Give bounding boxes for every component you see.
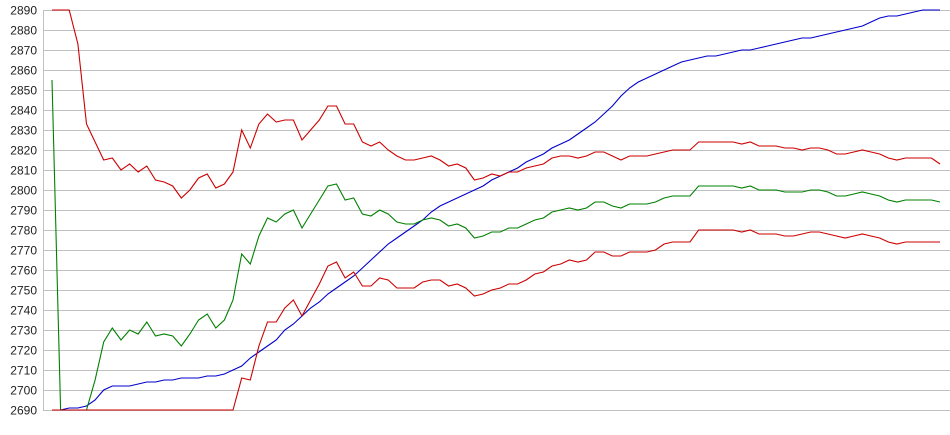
y-tick-label: 2740 [10,304,37,318]
series-line-3 [52,9,941,199]
y-tick-label: 2880 [10,24,37,38]
y-tick-label: 2840 [10,104,37,118]
gridlines [43,10,950,411]
y-axis-ticks: 2690 2700 2710 2720 2730 2740 2750 2760 2770 2780… [10,4,37,418]
series-line-1 [51,79,941,411]
y-tick-label: 2750 [10,284,37,298]
y-tick-label: 2830 [10,124,37,138]
y-tick-label: 2820 [10,144,37,158]
y-tick-label: 2780 [10,224,37,238]
y-tick-label: 2870 [10,44,37,58]
series-lines [51,9,941,411]
y-tick-label: 2730 [10,324,37,338]
y-tick-label: 2790 [10,204,37,218]
y-tick-label: 2720 [10,344,37,358]
y-tick-label: 2760 [10,264,37,278]
y-tick-label: 2860 [10,64,37,78]
y-tick-label: 2770 [10,244,37,258]
y-tick-label: 2810 [10,164,37,178]
y-tick-label: 2710 [10,364,37,378]
y-tick-label: 2800 [10,184,37,198]
y-tick-label: 2890 [10,4,37,18]
y-tick-label: 2850 [10,84,37,98]
series-line-2 [52,229,940,411]
series-line-0 [52,9,940,411]
y-tick-label: 2690 [10,404,37,418]
y-tick-label: 2700 [10,384,37,398]
